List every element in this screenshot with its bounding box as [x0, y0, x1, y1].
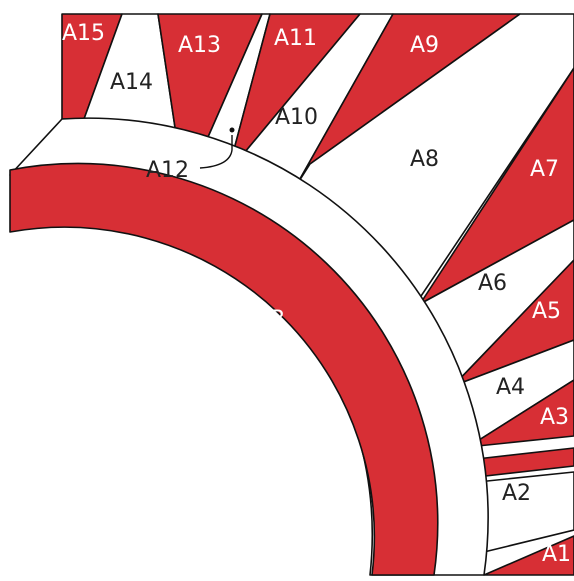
label-a10: A10 — [275, 105, 318, 130]
label-a12: A12 — [146, 158, 189, 183]
piece-a3 — [467, 379, 574, 448]
label-a15: A15 — [62, 21, 105, 46]
label-a2: A2 — [502, 481, 531, 506]
label-a13: A13 — [178, 33, 221, 58]
label-a14: A14 — [110, 70, 153, 95]
label-a5: A5 — [532, 299, 561, 324]
label-a9: A9 — [410, 33, 439, 58]
label-a7: A7 — [530, 157, 559, 182]
label-a11: A11 — [274, 26, 317, 51]
piece-b — [9, 162, 439, 576]
piece-a1 — [483, 535, 574, 576]
label-a1: A1 — [542, 542, 571, 567]
label-a3: A3 — [540, 405, 569, 430]
a12-leader-dot — [229, 127, 235, 133]
a12-leader-line — [199, 135, 233, 169]
label-a4: A4 — [496, 375, 525, 400]
label-b: B — [270, 307, 285, 332]
label-a8: A8 — [410, 147, 439, 172]
label-a6: A6 — [478, 271, 507, 296]
